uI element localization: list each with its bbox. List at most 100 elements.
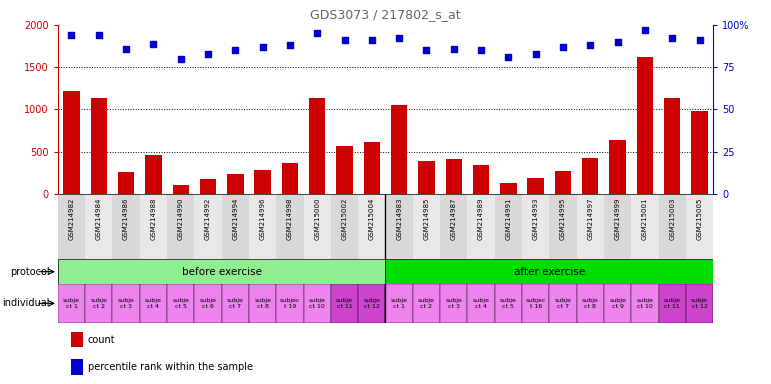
Text: subje
ct 12: subje ct 12 — [363, 298, 380, 309]
Text: protocol: protocol — [11, 266, 50, 277]
Point — [66, 32, 78, 38]
Text: GSM214991: GSM214991 — [505, 197, 511, 240]
Point — [120, 46, 133, 52]
Text: subje
ct 5: subje ct 5 — [172, 298, 189, 309]
Bar — [336, 146, 352, 194]
Bar — [500, 182, 517, 194]
Text: GSM215001: GSM215001 — [642, 197, 648, 240]
Text: GSM214984: GSM214984 — [96, 197, 102, 240]
Text: GSM215000: GSM215000 — [315, 197, 320, 240]
Text: GSM215005: GSM215005 — [696, 197, 702, 240]
Text: count: count — [88, 335, 116, 345]
Bar — [227, 174, 244, 194]
Text: subjec
t 16: subjec t 16 — [526, 298, 546, 309]
Point — [584, 42, 597, 48]
Text: GSM214994: GSM214994 — [232, 197, 238, 240]
Point — [311, 30, 323, 36]
Bar — [71, 359, 82, 375]
Point — [502, 54, 514, 60]
Point — [475, 47, 487, 53]
Bar — [555, 171, 571, 194]
Bar — [549, 284, 577, 323]
Text: subje
ct 8: subje ct 8 — [582, 298, 599, 309]
Point — [229, 47, 241, 53]
Text: subje
ct 8: subje ct 8 — [254, 298, 271, 309]
Text: subje
ct 11: subje ct 11 — [664, 298, 681, 309]
Bar — [631, 284, 658, 323]
Text: GSM214989: GSM214989 — [478, 197, 484, 240]
Bar — [637, 57, 653, 194]
Text: subje
ct 4: subje ct 4 — [145, 298, 162, 309]
Bar — [467, 284, 495, 323]
Bar — [113, 284, 140, 323]
Bar — [194, 284, 222, 323]
Bar — [331, 194, 359, 259]
Bar — [145, 156, 162, 194]
Bar — [440, 284, 467, 323]
Bar — [604, 284, 631, 323]
Bar — [692, 111, 708, 194]
Bar — [604, 194, 631, 259]
Text: GSM214993: GSM214993 — [533, 197, 539, 240]
Point — [202, 51, 214, 57]
Bar — [522, 194, 549, 259]
Text: percentile rank within the sample: percentile rank within the sample — [88, 362, 253, 372]
Bar — [276, 194, 304, 259]
Bar — [249, 284, 276, 323]
Bar — [167, 284, 194, 323]
Bar — [85, 194, 113, 259]
Text: GDS3073 / 217802_s_at: GDS3073 / 217802_s_at — [310, 8, 461, 21]
Text: GSM214982: GSM214982 — [69, 197, 75, 240]
Point — [147, 40, 160, 46]
Point — [448, 46, 460, 52]
Bar — [304, 194, 331, 259]
Bar — [364, 142, 380, 194]
Text: GSM214986: GSM214986 — [123, 197, 129, 240]
Bar — [549, 194, 577, 259]
Text: subje
ct 4: subje ct 4 — [473, 298, 490, 309]
Bar — [664, 98, 680, 194]
Bar — [200, 179, 216, 194]
Text: subje
ct 12: subje ct 12 — [691, 298, 708, 309]
Text: individual: individual — [2, 298, 50, 308]
Point — [257, 44, 269, 50]
Bar — [309, 98, 325, 194]
Point — [284, 42, 296, 48]
Text: after exercise: after exercise — [513, 266, 585, 277]
Text: GSM214992: GSM214992 — [205, 197, 211, 240]
Point — [338, 37, 351, 43]
Text: subje
ct 5: subje ct 5 — [500, 298, 517, 309]
Bar — [577, 194, 604, 259]
Bar — [412, 284, 440, 323]
Text: GSM214990: GSM214990 — [177, 197, 183, 240]
Bar — [440, 194, 467, 259]
Text: GSM214988: GSM214988 — [150, 197, 157, 240]
Bar — [658, 284, 686, 323]
Text: GSM215004: GSM215004 — [369, 197, 375, 240]
Bar — [582, 159, 598, 194]
Bar — [167, 194, 194, 259]
Bar — [495, 194, 522, 259]
Bar — [473, 165, 490, 194]
Bar — [254, 170, 271, 194]
Bar — [391, 105, 407, 194]
Point — [365, 37, 378, 43]
Text: GSM214985: GSM214985 — [423, 197, 429, 240]
Point — [530, 51, 542, 57]
Text: GSM214995: GSM214995 — [560, 197, 566, 240]
Bar — [71, 332, 82, 347]
Point — [174, 56, 187, 62]
Text: GSM214996: GSM214996 — [260, 197, 266, 240]
Text: subje
ct 1: subje ct 1 — [391, 298, 408, 309]
Text: subje
ct 6: subje ct 6 — [200, 298, 217, 309]
Text: subjec
t 19: subjec t 19 — [280, 298, 300, 309]
Bar — [446, 159, 462, 194]
Bar — [173, 185, 189, 194]
Text: GSM215002: GSM215002 — [342, 197, 348, 240]
Bar — [304, 284, 331, 323]
Bar — [249, 194, 276, 259]
Text: GSM214999: GSM214999 — [614, 197, 621, 240]
Bar — [113, 194, 140, 259]
Bar — [359, 194, 386, 259]
Point — [638, 27, 651, 33]
